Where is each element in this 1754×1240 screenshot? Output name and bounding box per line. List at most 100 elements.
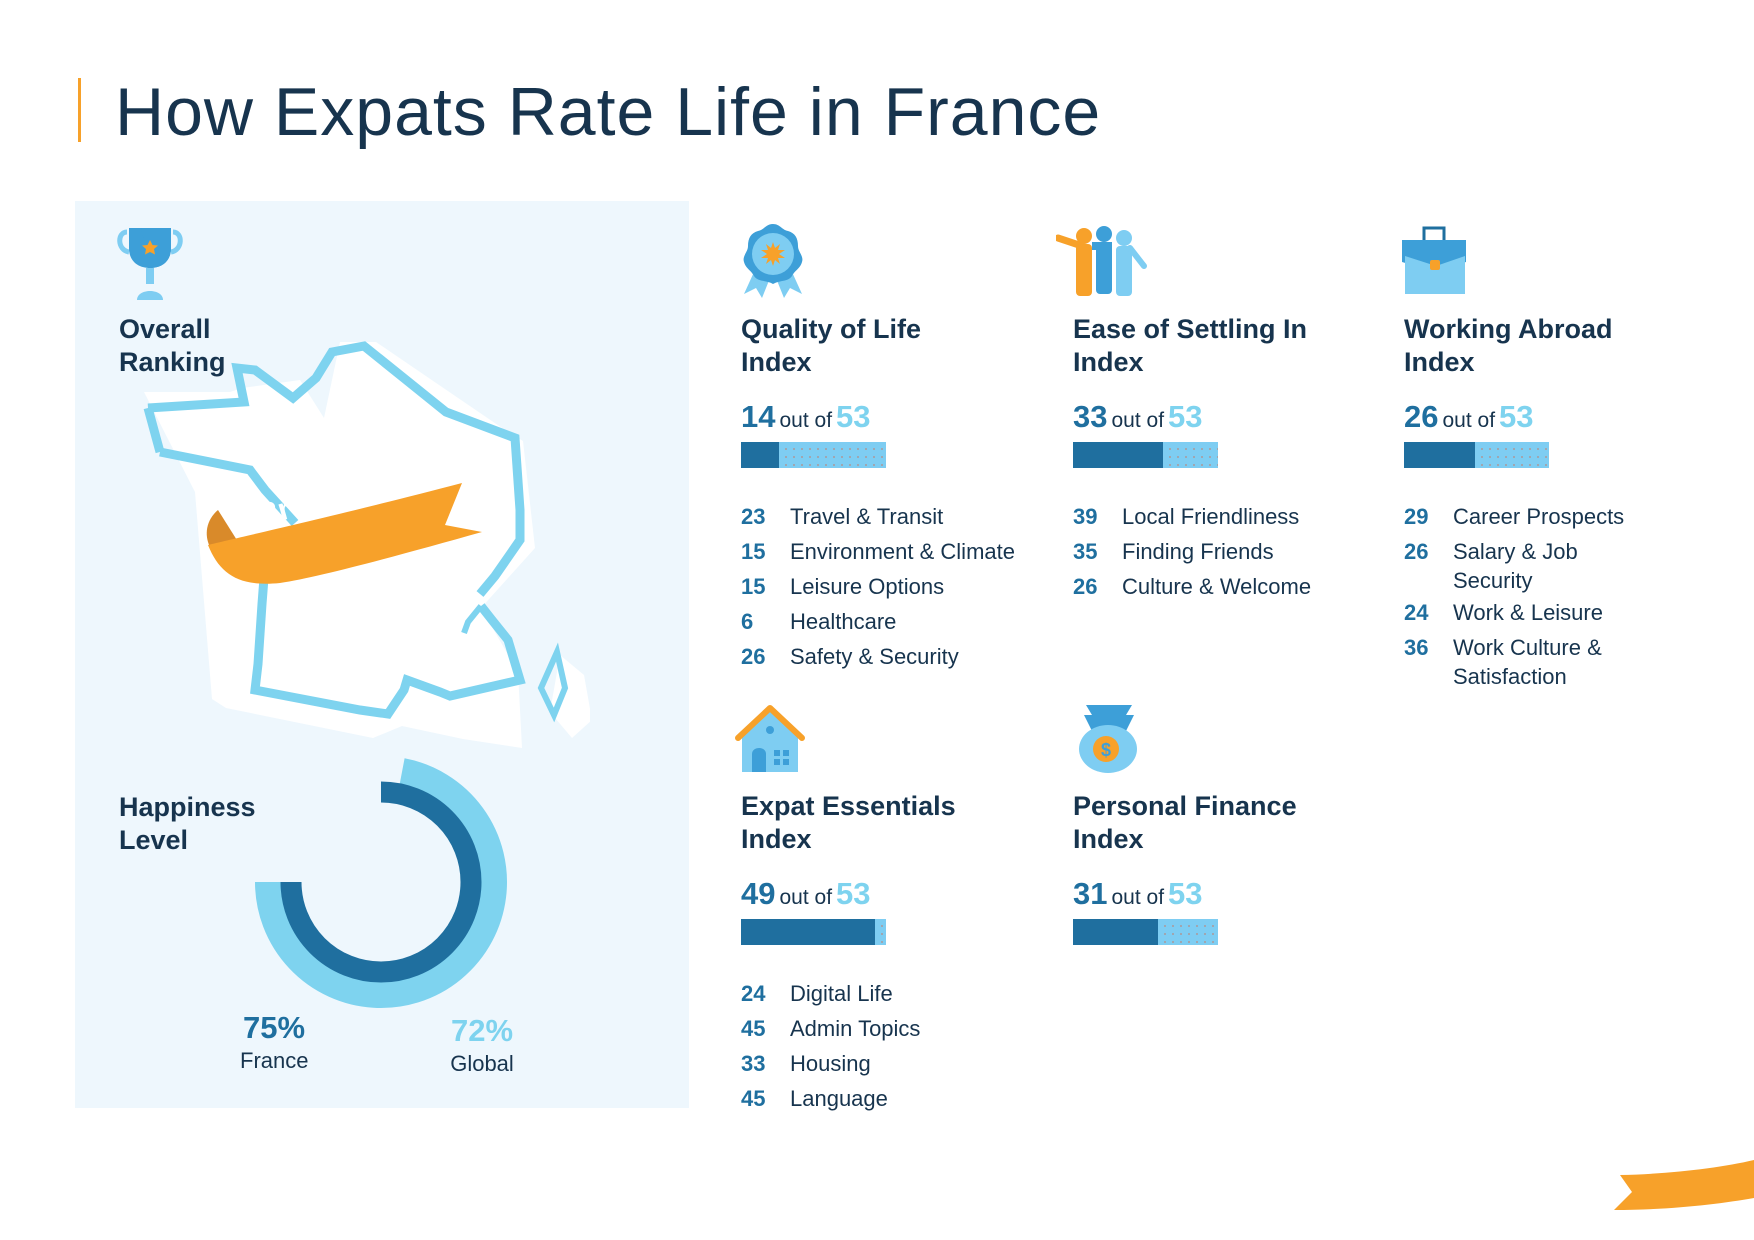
index-personal-finance: Personal Finance Index 31 out of 53 (1073, 790, 1297, 945)
overall-heading-line2: Ranking (119, 347, 226, 377)
global-percentage: 72% (450, 1013, 514, 1048)
index-out-of: out of (779, 409, 833, 432)
subcategory-rank: 6 (741, 609, 754, 634)
index-title-line2: Index (741, 824, 812, 854)
subcategory-rank: 15 (741, 539, 766, 564)
index-total: 53 (836, 876, 871, 911)
subcategory-label: Salary & Job Security (1453, 539, 1578, 593)
page-title: How Expats Rate Life in France (115, 74, 1102, 150)
index-title: Expat Essentials Index (741, 790, 956, 856)
index-title: Working Abroad Index (1404, 313, 1613, 379)
index-rank-bar (1073, 442, 1218, 468)
subcategory-row: 24 Digital Life (741, 976, 1071, 1011)
subcategory-row: 39 Local Friendliness (1073, 499, 1403, 534)
subcategory-label: Finding Friends (1122, 539, 1274, 564)
corner-ribbon-decoration (1614, 1160, 1754, 1210)
subcategory-row: 6 Healthcare (741, 604, 1071, 639)
index-title-line2: Index (1404, 347, 1475, 377)
subcategory-rank: 45 (741, 1086, 766, 1111)
index-title-line1: Working Abroad (1404, 314, 1613, 344)
subcategory-label: Leisure Options (790, 574, 945, 599)
index-score: 14 out of 53 (741, 399, 871, 439)
subcategory-rank: 26 (1404, 539, 1429, 564)
index-score: 26 out of 53 (1404, 399, 1534, 439)
index-rank-bar-remainder (875, 919, 886, 945)
index-rank-bar (741, 919, 886, 945)
index-rank-bar-remainder (779, 442, 886, 468)
briefcase-icon (1402, 226, 1466, 294)
subcategory-label: Language (790, 1086, 888, 1111)
subcategory-row: 35 Finding Friends (1073, 534, 1403, 569)
overall-heading-line1: Overall (119, 314, 211, 344)
index-rank-bar (1404, 442, 1549, 468)
index-out-of: out of (1111, 886, 1165, 909)
subcategory-rank: 15 (741, 574, 766, 599)
index-rank-bar-fill (741, 919, 876, 945)
france-label: France (240, 1048, 309, 1073)
subcategory-label: Work & Leisure (1453, 600, 1603, 625)
subcategory-row: 45 Language (741, 1081, 1071, 1116)
index-rank-bar-fill (1404, 442, 1476, 468)
title-accent-bar (78, 78, 81, 142)
subcategory-rank: 23 (741, 504, 766, 529)
subcategory-row: 15 Leisure Options (741, 569, 1071, 604)
index-out-of: out of (1442, 409, 1496, 432)
subcategory-label: Environment & Climate (790, 539, 1015, 564)
index-rank-bar-remainder (1157, 919, 1218, 945)
subcategory-label: Travel & Transit (790, 504, 944, 529)
subcategory-label: Housing (790, 1051, 871, 1076)
subcategory-label: Admin Topics (790, 1016, 921, 1041)
index-title-line2: Index (1073, 347, 1144, 377)
subcategory-label: Culture & Welcome (1122, 574, 1312, 599)
france-arc (280, 781, 482, 983)
subcategory-row: 29 Career Prospects (1404, 499, 1734, 534)
index-subcategory-list: 39 Local Friendliness 35 Finding Friends 26 C… (1073, 499, 1403, 604)
subcategory-rank: 45 (741, 1016, 766, 1041)
index-rank: 31 (1073, 876, 1108, 911)
index-rank-bar-fill (1073, 442, 1164, 468)
index-title-line1: Quality of Life (741, 314, 922, 344)
index-title-line2: Index (1073, 824, 1144, 854)
subcategory-row: 24 Work & Leisure (1404, 595, 1734, 630)
index-rank: 49 (741, 876, 776, 911)
happiness-donut (255, 758, 507, 1008)
subcategory-rank: 33 (741, 1051, 766, 1076)
subcategory-row: 15 Environment & Climate (741, 534, 1071, 569)
subcategory-label: Digital Life (790, 981, 893, 1006)
ranking-ribbon (206, 483, 482, 584)
happiness-heading-line2: Level (119, 825, 189, 855)
index-title-line1: Personal Finance (1073, 791, 1297, 821)
happiness-heading-line1: Happiness (119, 792, 256, 822)
index-score: 33 out of 53 (1073, 399, 1203, 439)
subcategory-rank: 24 (1404, 600, 1429, 625)
trophy-icon (117, 228, 183, 300)
index-total: 53 (1168, 876, 1203, 911)
subcategory-rank: 24 (741, 981, 766, 1006)
subcategory-label: Work Culture & Satisfaction (1453, 635, 1602, 689)
france-percentage: 75% (242, 1010, 306, 1045)
index-rank: 26 (1404, 399, 1439, 434)
happiness-heading: Happiness Level (119, 791, 256, 857)
rosette-icon (743, 224, 803, 298)
index-subcategory-list: 29 Career Prospects 26 Salary & Job Securit… (1404, 499, 1734, 691)
subcategory-row: 36 Work Culture & Satisfaction (1404, 630, 1734, 691)
subcategory-row: 26 Salary & Job Security (1404, 534, 1734, 595)
svg-text:$: $ (1101, 740, 1111, 760)
global-arc (255, 758, 507, 1008)
subcategory-label: Healthcare (790, 609, 897, 634)
index-score: 31 out of 53 (1073, 876, 1203, 916)
house-icon (735, 705, 805, 772)
index-quality-of-life: Quality of Life Index 14 out of 53 23 Travel &… (741, 313, 1015, 669)
subcategory-rank: 26 (1073, 574, 1098, 599)
index-rank: 14 (741, 399, 776, 434)
index-title: Quality of Life Index (741, 313, 921, 379)
index-rank-bar (1073, 919, 1218, 945)
subcategory-rank: 29 (1404, 504, 1429, 529)
global-stat: 72% Global (448, 1013, 516, 1077)
index-working-abroad: Working Abroad Index 26 out of 53 29 Career Pr… (1404, 313, 1624, 689)
index-expat-essentials: Expat Essentials Index 49 out of 53 24 Digital… (741, 790, 956, 1111)
subcategory-rank: 39 (1073, 504, 1098, 529)
subcategory-rank: 26 (741, 644, 766, 669)
subcategory-row: 26 Safety & Security (741, 639, 1071, 674)
subcategory-label: Career Prospects (1453, 504, 1625, 529)
